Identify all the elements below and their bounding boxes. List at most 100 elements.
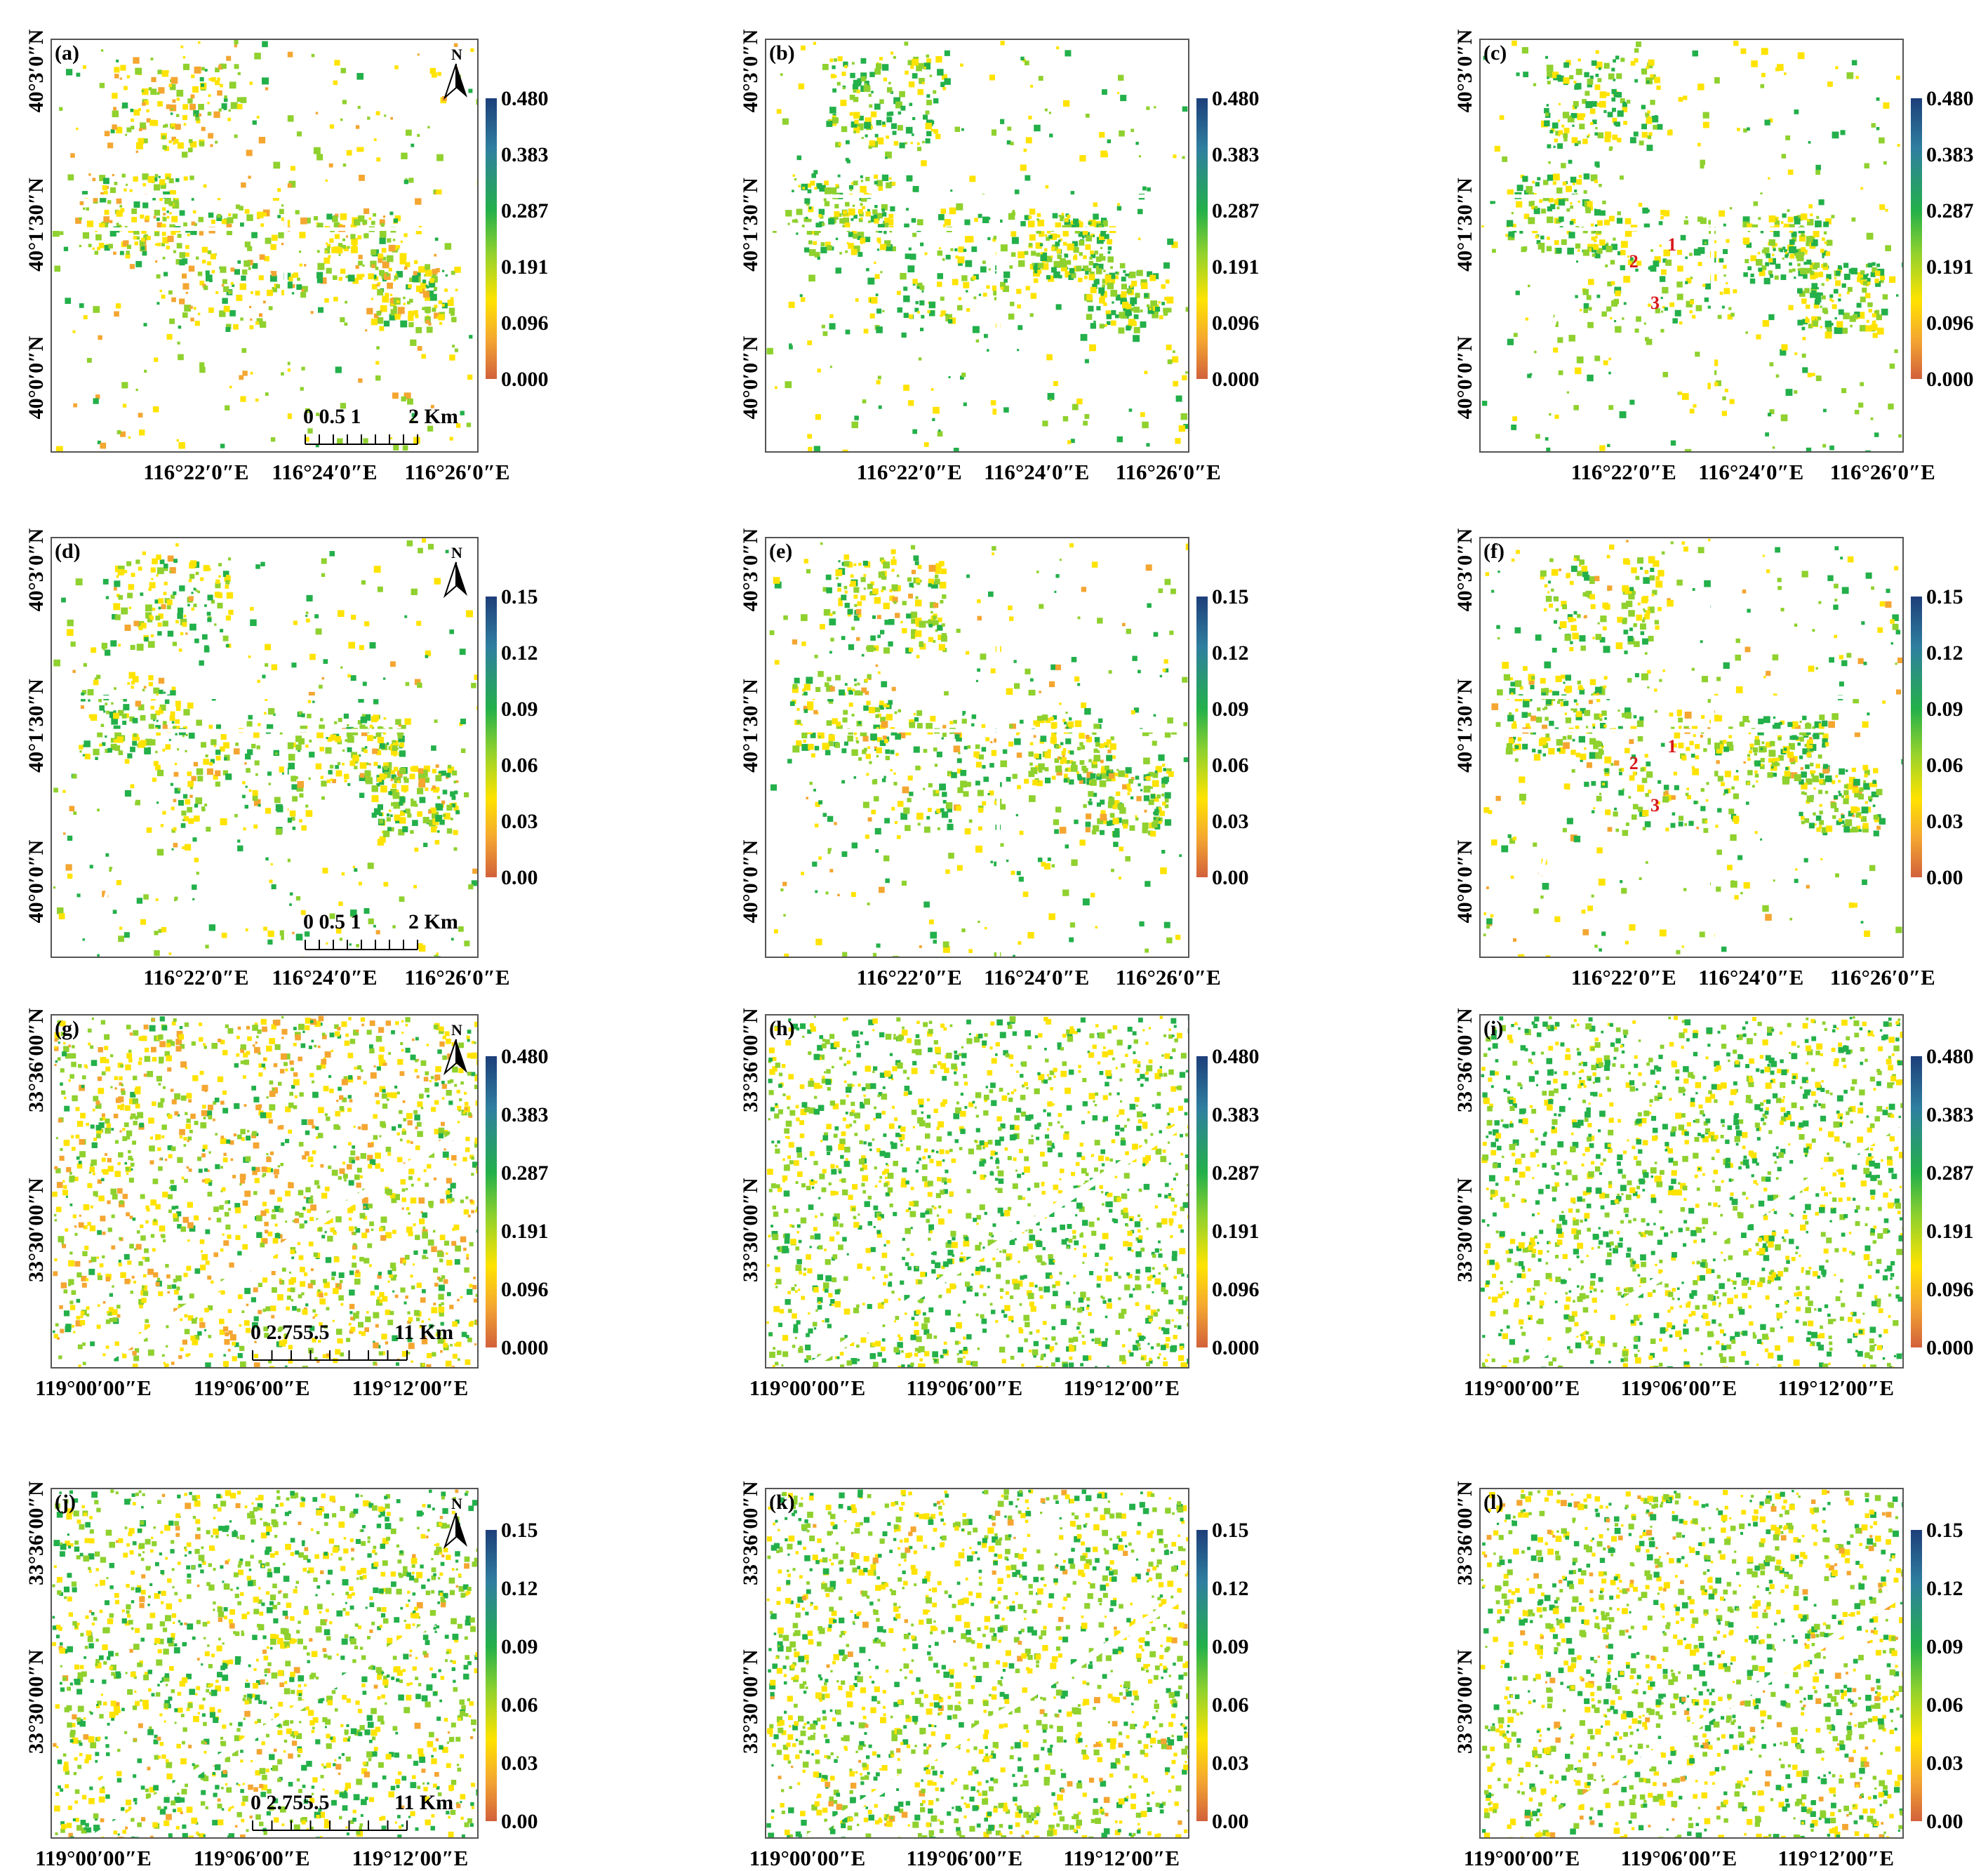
map-image — [1481, 1016, 1902, 1367]
map-frame: (e) — [765, 537, 1189, 958]
map-pixels — [1481, 1016, 1902, 1367]
colorbar-tick-label: 0.00 — [1926, 866, 1963, 890]
map-pixels — [1481, 1490, 1902, 1837]
colorbar-tick-label: 0.12 — [1212, 1577, 1249, 1601]
longitude-label: 119°00′00″E — [749, 1376, 866, 1401]
colorbar — [1196, 1530, 1208, 1821]
map-frame: (l) — [1479, 1488, 1904, 1839]
colorbar-tick-label: 0.383 — [1212, 143, 1260, 167]
scale-ticks — [305, 937, 420, 951]
latitude-label: 33°36′00″N — [25, 1487, 48, 1585]
colorbar-tick-label: 0.09 — [501, 698, 538, 721]
north-letter: N — [451, 1021, 462, 1039]
site-marker: 2 — [1629, 251, 1639, 272]
map-image — [766, 538, 1188, 957]
colorbar-tick-label: 0.383 — [1926, 143, 1974, 167]
north-letter: N — [451, 1495, 462, 1513]
site-marker: 3 — [1650, 795, 1660, 816]
colorbar-tick-label: 0.480 — [1926, 87, 1974, 111]
panel-label: (g) — [55, 1017, 79, 1041]
colorbar-tick-label: 0.000 — [1926, 368, 1974, 392]
colorbar-tick-label: 0.00 — [1212, 866, 1249, 890]
map-frame: (i) — [1479, 1014, 1904, 1369]
colorbar-tick-label: 0.096 — [501, 312, 549, 335]
colorbar-tick-label: 0.09 — [1212, 1635, 1249, 1659]
panel-label: (l) — [1483, 1491, 1503, 1514]
colorbar — [1196, 98, 1208, 379]
colorbar-tick-label: 0.15 — [1212, 1519, 1249, 1543]
latitude-label: 40°1′30″N — [1453, 677, 1477, 775]
colorbar-tick-label: 0.480 — [1212, 1045, 1260, 1069]
panel-label: (i) — [1483, 1017, 1503, 1041]
colorbar — [486, 1530, 497, 1821]
map-pixels — [766, 1489, 1188, 1837]
map-pixels — [767, 41, 1188, 451]
latitude-label: 40°3′0″N — [1453, 22, 1477, 120]
scale-end-label: 11 Km — [394, 1321, 453, 1345]
colorbar-tick-label: 0.00 — [501, 866, 538, 890]
panel-label: (k) — [769, 1491, 795, 1514]
colorbar-tick-label: 0.03 — [1926, 810, 1963, 834]
colorbar-tick-label: 0.000 — [501, 1336, 549, 1360]
longitude-label: 119°00′00″E — [1464, 1846, 1580, 1871]
colorbar-tick-label: 0.191 — [1926, 1220, 1974, 1244]
panel-label: (h) — [769, 1017, 795, 1041]
road-line — [1523, 287, 1565, 431]
colorbar — [1196, 597, 1208, 877]
colorbar — [1911, 98, 1922, 379]
colorbar-tick-label: 0.287 — [1926, 1161, 1974, 1185]
colorbar-tick-label: 0.383 — [1926, 1103, 1974, 1127]
longitude-label: 116°26′0″E — [1830, 460, 1935, 485]
colorbar-tick-label: 0.287 — [1212, 199, 1260, 223]
colorbar-tick-label: 0.12 — [1212, 641, 1249, 665]
map-image — [766, 40, 1188, 451]
colorbar-tick-label: 0.06 — [1926, 1693, 1963, 1717]
latitude-label: 33°36′00″N — [739, 1487, 763, 1585]
colorbar-tick-label: 0.480 — [1926, 1045, 1974, 1069]
longitude-label: 119°12′00″E — [1777, 1376, 1894, 1401]
colorbar-tick-label: 0.06 — [1212, 1693, 1249, 1717]
longitude-label: 116°26′0″E — [1830, 965, 1935, 990]
map-frame: (g) — [51, 1014, 479, 1369]
scale-end-label: 11 Km — [394, 1791, 453, 1815]
colorbar — [486, 1056, 497, 1347]
colorbar-tick-label: 0.15 — [501, 1519, 538, 1543]
latitude-label: 40°3′0″N — [739, 22, 763, 120]
colorbar-tick-label: 0.096 — [1926, 312, 1974, 335]
colorbar-tick-label: 0.000 — [1212, 1336, 1260, 1360]
longitude-label: 116°24′0″E — [984, 460, 1089, 485]
longitude-label: 116°24′0″E — [1698, 460, 1803, 485]
colorbar-tick-label: 0.383 — [1212, 1103, 1260, 1127]
map-image — [52, 538, 477, 957]
panel-label: (c) — [1483, 41, 1507, 65]
colorbar-tick-label: 0.09 — [501, 1635, 538, 1659]
colorbar-tick-label: 0.191 — [501, 1220, 549, 1244]
colorbar-tick-label: 0.12 — [501, 1577, 538, 1601]
colorbar-tick-label: 0.12 — [501, 641, 538, 665]
site-marker: 1 — [1667, 736, 1676, 757]
latitude-label: 40°3′0″N — [1453, 521, 1477, 619]
colorbar-tick-label: 0.287 — [1212, 1161, 1260, 1185]
latitude-label: 40°1′30″N — [739, 677, 763, 775]
map-frame: (j) — [51, 1488, 479, 1839]
map-frame: (k) — [765, 1488, 1189, 1839]
colorbar-tick-label: 0.06 — [501, 754, 538, 778]
colorbar — [486, 597, 497, 877]
panel-label: (d) — [55, 540, 81, 564]
latitude-label: 40°1′30″N — [1453, 175, 1477, 274]
colorbar-tick-label: 0.00 — [501, 1810, 538, 1834]
latitude-label: 40°0′0″N — [25, 328, 48, 427]
longitude-label: 116°22′0″E — [143, 460, 248, 485]
longitude-label: 119°06′00″E — [1620, 1846, 1737, 1871]
north-letter: N — [451, 544, 462, 562]
longitude-label: 119°12′00″E — [1777, 1846, 1894, 1871]
panel-label: (f) — [1483, 540, 1505, 564]
colorbar-tick-label: 0.09 — [1926, 1635, 1963, 1659]
panel-label: (j) — [55, 1491, 76, 1514]
map-image — [1481, 40, 1902, 451]
panel-label: (a) — [55, 41, 79, 65]
latitude-label: 40°1′30″N — [25, 175, 48, 274]
map-frame: (d) — [51, 537, 479, 958]
site-marker: 1 — [1667, 234, 1676, 255]
colorbar — [486, 98, 497, 379]
